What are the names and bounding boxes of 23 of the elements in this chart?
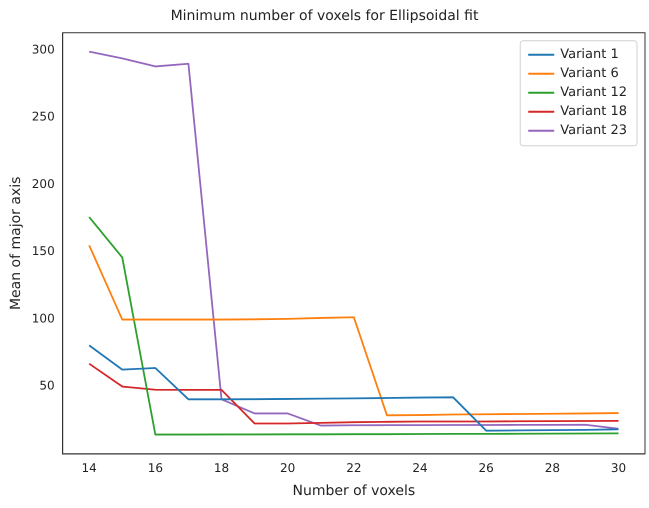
x-tick-label: 22	[346, 461, 362, 476]
chart-title: Minimum number of voxels for Ellipsoidal fit	[170, 8, 479, 24]
legend-label: Variant 18	[560, 104, 628, 120]
x-tick-label: 26	[478, 461, 494, 476]
y-tick-label: 150	[32, 244, 55, 258]
y-axis-title: Mean of major axis	[8, 176, 24, 310]
y-tick-label: 50	[39, 378, 55, 393]
y-tick-label: 300	[32, 42, 55, 56]
legend-label: Variant 1	[560, 47, 619, 62]
x-axis-title: Number of voxels	[292, 483, 416, 500]
legend-label: Variant 23	[560, 123, 628, 138]
x-tick-label: 24	[412, 461, 428, 476]
x-tick-label: 30	[610, 461, 626, 476]
y-tick-label: 100	[32, 311, 55, 326]
y-tick-label: 200	[32, 176, 55, 191]
legend-label: Variant 6	[560, 66, 619, 82]
x-tick-label: 20	[280, 461, 296, 476]
x-tick-label: 16	[148, 461, 163, 476]
x-tick-label: 28	[544, 461, 560, 476]
legend-label: Variant 12	[560, 85, 628, 100]
y-tick-label: 250	[32, 110, 55, 124]
x-tick-label: 18	[214, 461, 230, 476]
x-tick-label: 14	[82, 461, 97, 476]
